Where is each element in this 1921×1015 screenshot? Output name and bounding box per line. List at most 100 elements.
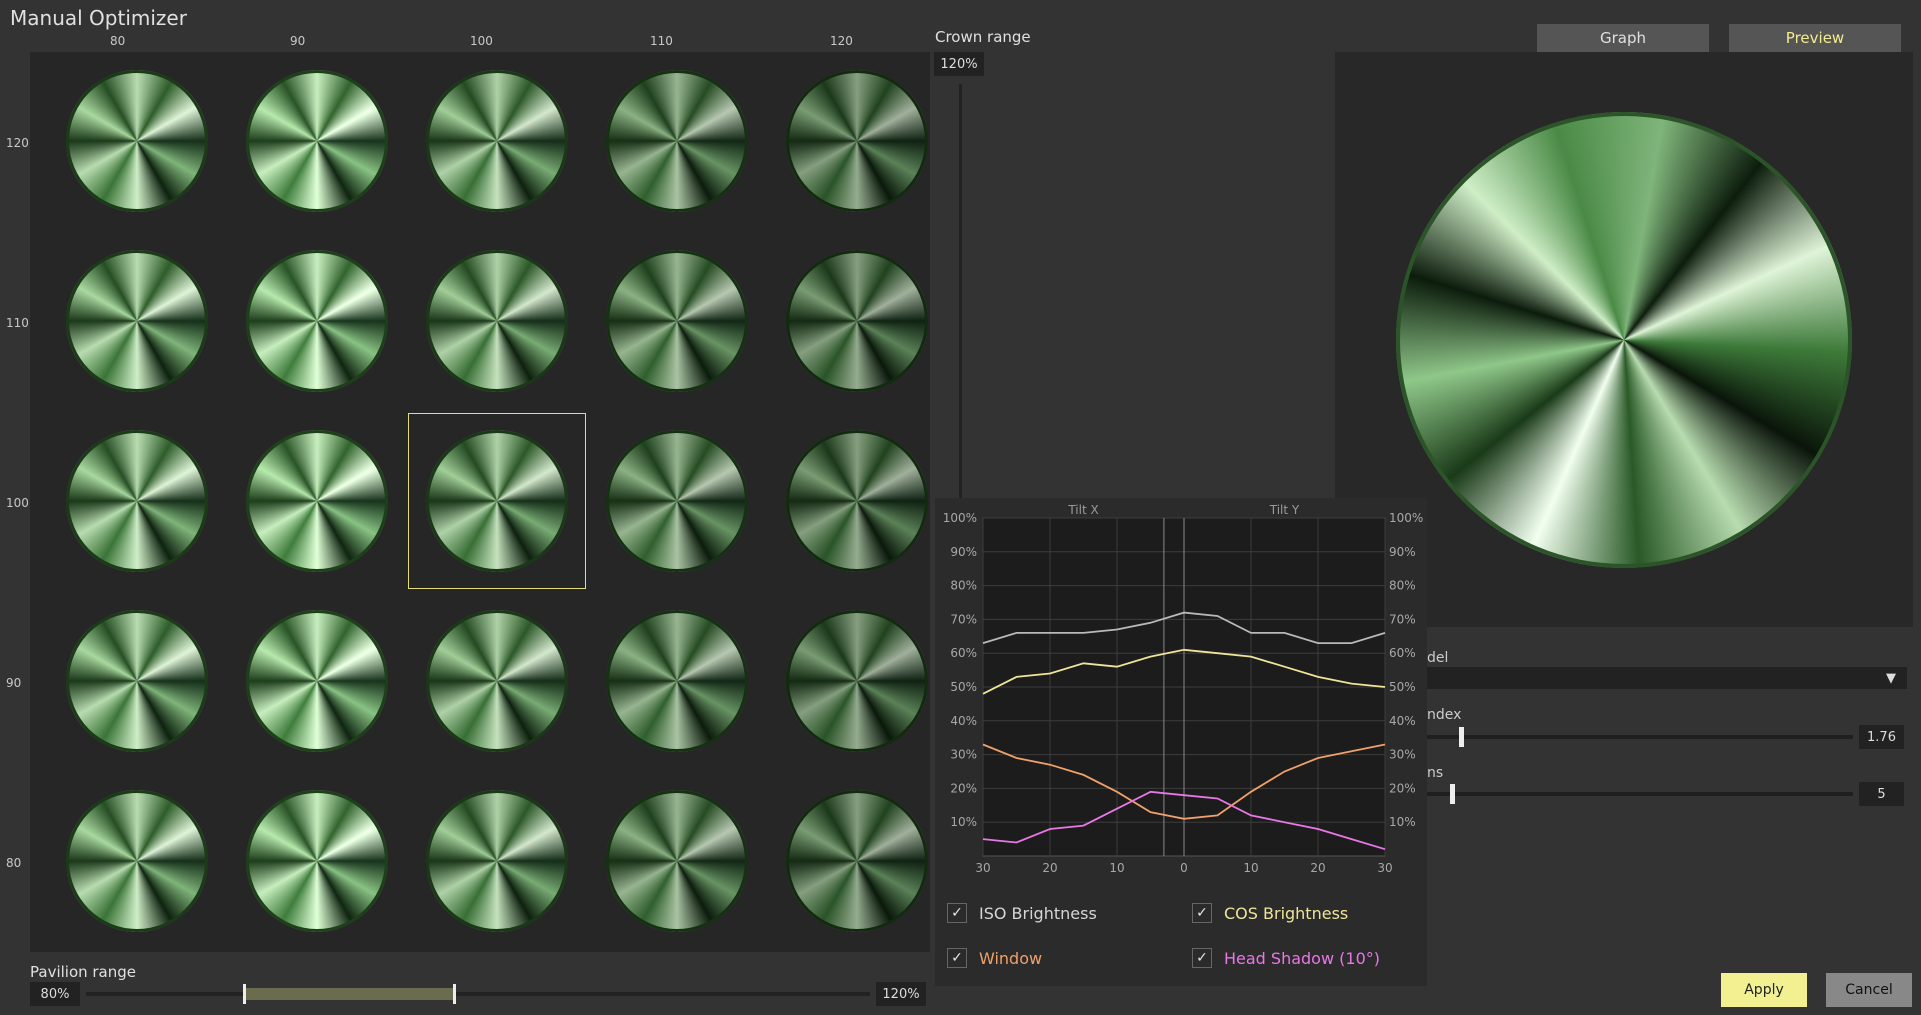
gem-cell[interactable] — [228, 773, 406, 949]
gem-cell[interactable] — [228, 593, 406, 769]
gem-cell[interactable] — [228, 53, 406, 229]
pavilion-min-handle[interactable] — [243, 984, 246, 1004]
gem-thumbnail — [606, 430, 748, 572]
preview-panel — [1335, 52, 1913, 627]
head-shadow-checkbox[interactable]: ✓ — [1192, 948, 1212, 968]
gem-cell[interactable] — [48, 593, 226, 769]
gem-cell[interactable] — [408, 593, 586, 769]
gem-cell[interactable] — [768, 593, 946, 769]
gem-cell[interactable] — [48, 233, 226, 409]
chart-y-tick-right: 70% — [1389, 612, 1416, 626]
index-label: ndex — [1427, 707, 1462, 723]
legend-iso-brightness[interactable]: ✓ ISO Brightness — [947, 903, 1097, 923]
gem-cell[interactable] — [588, 233, 766, 409]
cos-brightness-label: COS Brightness — [1224, 903, 1349, 923]
gem-thumbnail — [606, 70, 748, 212]
pavilion-range-min-value[interactable]: 80% — [30, 982, 80, 1006]
preview-tab-button[interactable]: Preview — [1729, 24, 1901, 52]
gem-thumbnail — [246, 790, 388, 932]
pavilion-max-handle[interactable] — [453, 984, 456, 1004]
chart-y-tick-left: 100% — [943, 511, 977, 525]
apply-button[interactable]: Apply — [1721, 973, 1807, 1007]
iso-brightness-checkbox[interactable]: ✓ — [947, 903, 967, 923]
grid-column-label: 80 — [110, 34, 126, 48]
chart-series-line-3 — [982, 790, 1386, 851]
window-title: Manual Optimizer — [10, 6, 187, 30]
gem-cell[interactable] — [48, 53, 226, 229]
gem-cell-selected[interactable] — [408, 413, 586, 589]
gem-thumbnail — [786, 610, 928, 752]
gem-cell[interactable] — [48, 413, 226, 589]
chevron-down-icon[interactable]: ▼ — [1886, 671, 1896, 686]
pavilion-range-slider[interactable] — [86, 992, 870, 996]
gem-cell[interactable] — [768, 413, 946, 589]
iso-brightness-label: ISO Brightness — [979, 903, 1097, 923]
gem-thumbnail — [66, 430, 208, 572]
grid-row-label: 90 — [6, 676, 22, 690]
chart-y-tick-right: 80% — [1389, 579, 1416, 593]
gem-thumbnail — [426, 70, 568, 212]
model-select[interactable] — [1420, 667, 1907, 689]
pavilion-range-label: Pavilion range — [30, 963, 137, 981]
chart-y-tick-right: 100% — [1389, 511, 1423, 525]
legend-head-shadow[interactable]: ✓ Head Shadow (10°) — [1192, 948, 1380, 968]
chart-y-tick-left: 30% — [950, 748, 977, 762]
chart-x-tick: 0 — [1180, 861, 1188, 875]
brightness-graph-panel: 10% 10% 20% 20% 30% 30% 40% 40% 50% 50% 60% 60% 70% 7… — [935, 498, 1427, 986]
crown-range-slider[interactable] — [959, 84, 962, 504]
chart-x-tick: 20 — [1042, 861, 1057, 875]
chart-y-tick-right: 10% — [1389, 815, 1416, 829]
gem-cell[interactable] — [588, 413, 766, 589]
chart-series-line-2 — [982, 743, 1386, 820]
legend-window[interactable]: ✓ Window — [947, 948, 1042, 968]
crown-range-max-value[interactable]: 120% — [934, 52, 984, 76]
gem-cell[interactable] — [588, 593, 766, 769]
brightness-chart: 10% 10% 20% 20% 30% 30% 40% 40% 50% 50% 60% 60% 70% 7… — [943, 503, 1424, 875]
index-slider[interactable] — [1420, 735, 1853, 739]
gem-cell[interactable] — [768, 773, 946, 949]
gem-thumbnail — [246, 70, 388, 212]
gem-thumbnail — [786, 430, 928, 572]
chart-section-label: Tilt Y — [1269, 503, 1300, 517]
chart-y-tick-left: 20% — [950, 781, 977, 795]
gem-cell[interactable] — [768, 233, 946, 409]
gem-thumbnail — [426, 430, 568, 572]
gem-thumbnail — [786, 790, 928, 932]
chart-y-tick-left: 90% — [950, 545, 977, 559]
chart-y-tick-right: 60% — [1389, 646, 1416, 660]
grid-column-label: 120 — [830, 34, 853, 48]
cos-brightness-checkbox[interactable]: ✓ — [1192, 903, 1212, 923]
graph-tab-button[interactable]: Graph — [1537, 24, 1709, 52]
gem-cell[interactable] — [228, 413, 406, 589]
index-slider-handle[interactable] — [1458, 727, 1464, 747]
gem-cell[interactable] — [408, 773, 586, 949]
gem-cell[interactable] — [48, 773, 226, 949]
gem-thumbnail — [606, 790, 748, 932]
grid-column-label: 100 — [470, 34, 493, 48]
preview-gem-image — [1396, 111, 1852, 568]
legend-cos-brightness[interactable]: ✓ COS Brightness — [1192, 903, 1348, 923]
chart-y-tick-left: 10% — [950, 815, 977, 829]
chart-x-tick: 20 — [1310, 861, 1325, 875]
gem-cell[interactable] — [768, 53, 946, 229]
third-property-value[interactable]: 5 — [1859, 782, 1904, 806]
third-property-slider[interactable] — [1420, 792, 1853, 796]
gem-thumbnail — [426, 790, 568, 932]
cancel-button[interactable]: Cancel — [1826, 973, 1912, 1007]
gem-cell[interactable] — [588, 773, 766, 949]
gem-cell[interactable] — [588, 53, 766, 229]
chart-y-tick-right: 40% — [1389, 714, 1416, 728]
head-shadow-label: Head Shadow (10°) — [1224, 948, 1380, 968]
gem-cell[interactable] — [408, 53, 586, 229]
third-property-slider-handle[interactable] — [1450, 784, 1456, 804]
index-value[interactable]: 1.76 — [1859, 725, 1904, 749]
chart-x-tick: 10 — [1243, 861, 1258, 875]
chart-x-tick: 30 — [1377, 861, 1392, 875]
crown-range-label: Crown range — [935, 28, 1031, 46]
window-checkbox[interactable]: ✓ — [947, 948, 967, 968]
gem-cell[interactable] — [228, 233, 406, 409]
grid-row-label: 100 — [6, 496, 29, 510]
grid-column-label: 110 — [650, 34, 673, 48]
pavilion-range-max-value[interactable]: 120% — [876, 982, 926, 1006]
gem-cell[interactable] — [408, 233, 586, 409]
